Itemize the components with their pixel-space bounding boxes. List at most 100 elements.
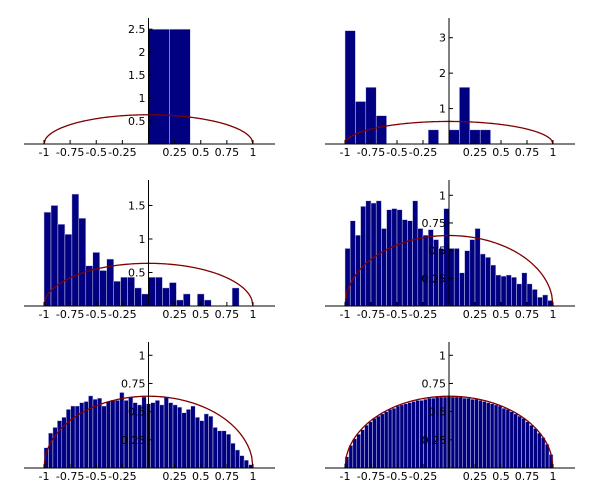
histogram-bar: [203, 413, 209, 469]
y-tick-label: 0.25: [121, 434, 146, 447]
x-tick-label: -1: [340, 470, 351, 483]
histogram-bar: [243, 459, 249, 469]
histogram-bar: [163, 396, 169, 469]
histogram-bar: [88, 395, 94, 469]
y-tick-label: 3: [439, 32, 446, 45]
histogram-bar: [403, 403, 409, 469]
histogram-bar: [542, 294, 549, 307]
x-tick-label: 0.75: [215, 470, 240, 483]
histogram-bar: [208, 415, 214, 469]
x-tick-label: 0.75: [515, 146, 540, 159]
histogram-bar: [127, 276, 135, 307]
histogram-bar: [486, 402, 491, 469]
histogram-bar: [427, 229, 434, 307]
histogram-bar: [500, 275, 507, 307]
histogram-bar: [234, 449, 240, 469]
histogram-bar: [395, 405, 401, 469]
histogram-bar: [155, 276, 163, 307]
x-tick-label: -0.75: [56, 470, 84, 483]
histogram-bar: [407, 220, 413, 307]
y-tick-label: 1: [439, 189, 446, 202]
histogram-bar: [391, 408, 397, 469]
histogram-bar: [482, 401, 487, 469]
histogram-bar: [169, 28, 191, 145]
histogram-bar: [154, 400, 160, 469]
histogram-bar: [64, 234, 73, 307]
histogram-bar: [348, 445, 354, 469]
x-tick-label: 0.25: [162, 146, 187, 159]
histogram-bar: [352, 438, 358, 469]
histogram-bar: [230, 442, 236, 469]
histogram-bar: [533, 428, 538, 469]
histogram-bar: [162, 287, 170, 307]
histogram-bar: [469, 239, 476, 307]
histogram-bar: [521, 418, 526, 469]
x-tick-label: -0.75: [357, 146, 385, 159]
histogram-bar: [110, 400, 116, 469]
histogram-panel: -1 -0.75 -0.5 -0.25 0.25 0.5 0.75 1 0.5 1 1.5 2 2.5: [24, 18, 275, 159]
histogram-bar: [521, 272, 528, 307]
x-tick-label: 0.25: [463, 146, 488, 159]
x-tick-label: -1: [39, 308, 50, 321]
histogram-bar: [537, 296, 543, 307]
histogram-bar: [466, 397, 471, 469]
x-tick-label: 1: [550, 470, 557, 483]
x-tick-label: 0.25: [162, 308, 187, 321]
histogram-bar: [50, 205, 59, 307]
histogram-bar: [411, 401, 416, 469]
histogram-bar: [148, 28, 170, 145]
histogram-bar: [365, 200, 372, 307]
histogram-bar: [401, 219, 408, 307]
histogram-bar: [48, 432, 54, 469]
histogram-panel: -1 -0.75 -0.5 -0.25 0.25 0.5 0.75 1 0.25 0.5 0.75 1: [24, 342, 275, 483]
histogram-bar: [509, 411, 515, 469]
histogram-bar: [119, 392, 125, 469]
histogram-bar: [531, 289, 538, 307]
histogram-bar: [97, 397, 103, 469]
histogram-panel: -1 -0.75 -0.5 -0.25 0.25 0.5 0.75 1 1 2 3: [325, 18, 575, 159]
histogram-bar: [464, 250, 471, 307]
x-tick-label: -0.25: [409, 308, 437, 321]
x-tick-label: -0.75: [357, 470, 385, 483]
y-tick-label: 2: [439, 67, 446, 80]
y-tick-label: 0.75: [422, 217, 447, 230]
x-tick-label: 0.75: [215, 308, 240, 321]
y-tick-label: 0.75: [121, 377, 146, 390]
y-tick-label: 1: [439, 103, 446, 116]
histogram-bar: [360, 206, 367, 307]
histogram-bar: [396, 209, 403, 307]
histogram-bar: [99, 270, 107, 307]
histogram-bar: [106, 401, 111, 469]
x-tick-label: 0.25: [463, 308, 488, 321]
histogram-panel: -1 -0.75 -0.5 -0.25 0.25 0.5 0.75 1 0.25 0.5 0.75 1: [325, 342, 575, 483]
histogram-bar: [372, 418, 377, 469]
x-tick-label: 1: [250, 308, 257, 321]
histogram-bar: [176, 299, 184, 307]
y-tick-label: 0.5: [429, 406, 447, 419]
histogram-bar: [70, 405, 76, 469]
histogram-bar: [101, 405, 107, 469]
histogram-bar: [459, 87, 471, 145]
histogram-bar: [490, 264, 497, 307]
histogram-bar: [78, 217, 87, 307]
x-tick-label: 0.5: [492, 308, 510, 321]
x-tick-label: 0.25: [162, 470, 187, 483]
histogram-bar: [470, 398, 475, 469]
histogram-bar: [194, 417, 200, 469]
x-tick-label: 1: [250, 470, 257, 483]
x-tick-label: -1: [340, 146, 351, 159]
histogram-bar: [159, 404, 165, 469]
histogram-bar: [399, 404, 405, 469]
x-tick-label: 0.25: [463, 470, 488, 483]
histogram-bar: [375, 115, 387, 145]
histogram-bar: [383, 411, 389, 469]
x-tick-label: 0.5: [192, 470, 210, 483]
x-tick-label: 0.75: [215, 146, 240, 159]
histogram-bar: [454, 396, 460, 469]
histogram-bar: [511, 276, 517, 307]
x-tick-label: 0.5: [492, 146, 510, 159]
x-tick-label: -1: [39, 146, 50, 159]
histogram-panel: -1 -0.75 -0.5 -0.25 0.25 0.5 0.75 1 0.25 0.5 0.75 1: [325, 180, 575, 321]
histogram-bar: [501, 408, 507, 469]
